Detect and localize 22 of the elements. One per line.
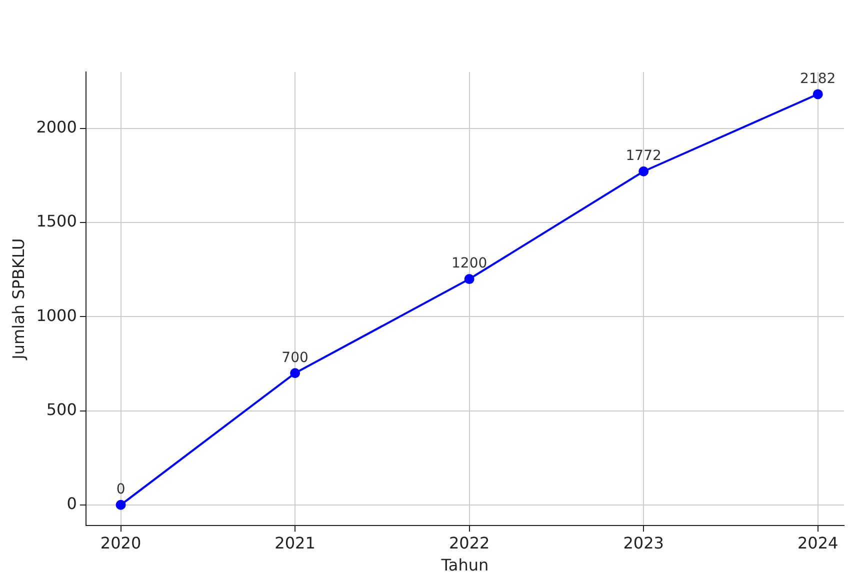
point — [290, 368, 300, 378]
point — [812, 89, 823, 100]
data-label: 2182 — [800, 70, 836, 87]
data-label: 700 — [282, 350, 308, 366]
point — [464, 274, 474, 284]
point — [638, 166, 649, 176]
y-tick-label: 1500 — [36, 212, 77, 231]
data-label: 1200 — [451, 256, 488, 272]
y-tick-label: 0 — [66, 494, 77, 514]
x-tick-label: 2024 — [798, 533, 838, 552]
y-tick-label: 1000 — [36, 306, 77, 325]
x-tick-label: 2022 — [448, 533, 490, 552]
data-label: 1772 — [626, 148, 662, 164]
point — [116, 500, 126, 510]
x-axis-title: Tahun — [440, 556, 489, 575]
y-axis-title: Jumlah SPBKLU — [8, 238, 28, 360]
x-tick-label: 2020 — [100, 533, 142, 552]
y-tick-label: 500 — [46, 400, 77, 419]
x-tick-label: 2023 — [623, 533, 664, 552]
data-label: 0 — [116, 482, 126, 498]
x-tick-label: 2021 — [274, 533, 316, 552]
y-tick-label: 2000 — [36, 118, 77, 137]
